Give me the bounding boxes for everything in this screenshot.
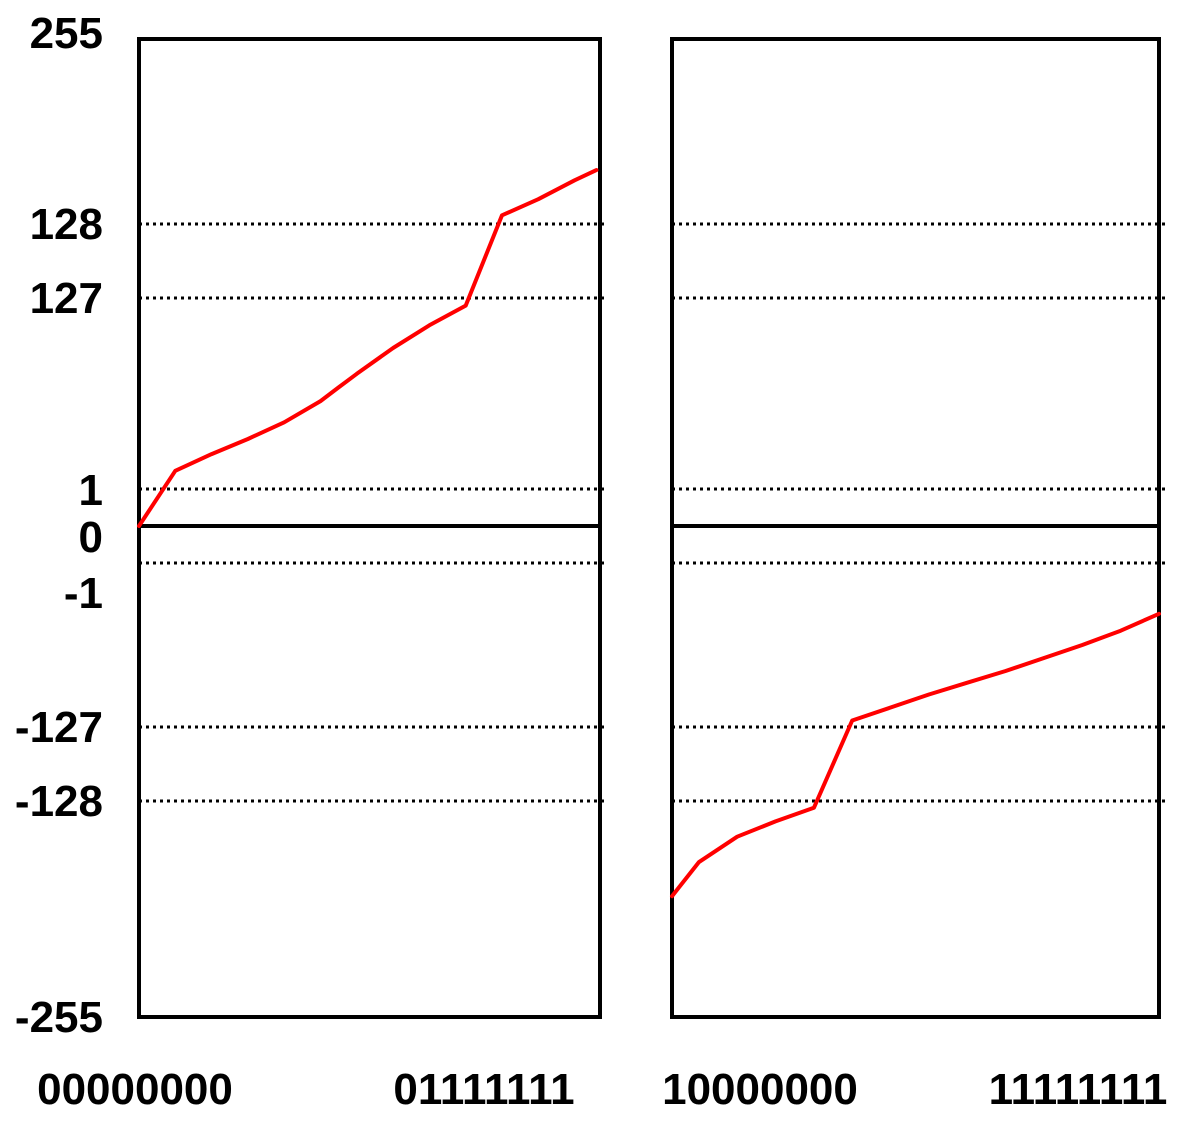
y-tick-label: 128	[30, 200, 103, 249]
series-line	[137, 168, 599, 528]
y-axis-tick-labels: 255 128 127 10 -1 -127 -128 -255	[15, 9, 103, 1042]
y-tick-label: 255	[30, 9, 103, 58]
x-axis-label: 00000000	[37, 1065, 233, 1114]
right-panel	[670, 37, 1165, 1019]
y-tick-label: 127	[30, 274, 103, 323]
y-tick-label: -128	[15, 777, 103, 826]
left-panel	[137, 37, 606, 1019]
y-tick-label: -127	[15, 703, 103, 752]
x-axis-label: 10000000	[662, 1065, 858, 1114]
x-axis-label: 11111111	[989, 1065, 1168, 1114]
y-tick-label: -1	[64, 569, 103, 618]
y-tick-label: 0	[79, 513, 103, 562]
series-line	[670, 611, 1161, 899]
x-axis-label: 01111111	[393, 1065, 574, 1114]
y-tick-label: -255	[15, 993, 103, 1042]
x-axis-labels: 00000000 01111111 10000000 11111111	[37, 1065, 1167, 1114]
y-tick-label: 1	[79, 466, 103, 515]
